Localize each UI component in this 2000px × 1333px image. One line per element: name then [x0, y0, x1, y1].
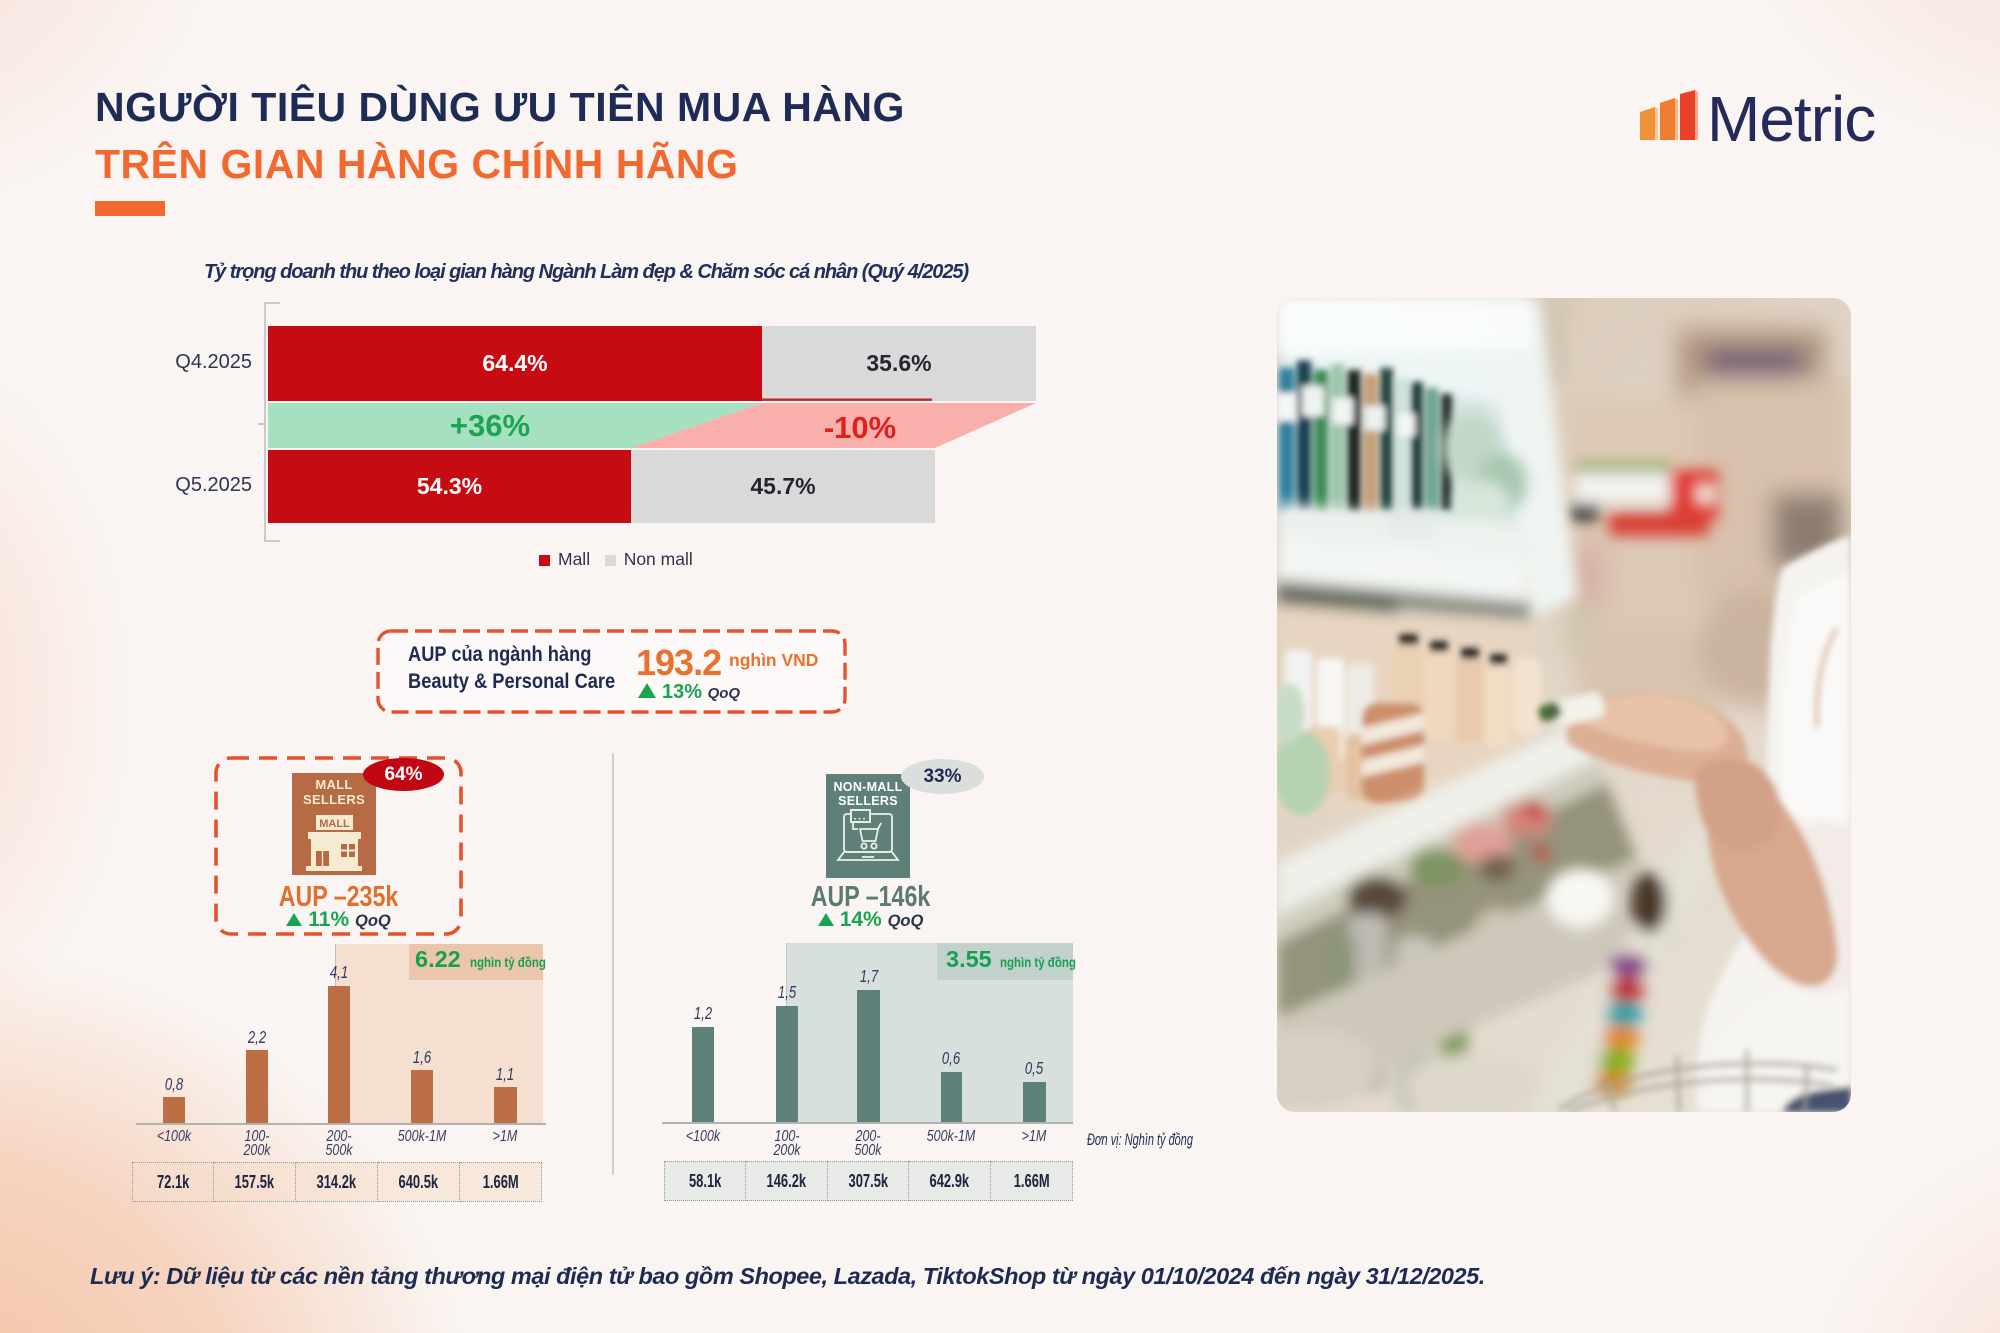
svg-text:MALL: MALL: [319, 818, 350, 830]
